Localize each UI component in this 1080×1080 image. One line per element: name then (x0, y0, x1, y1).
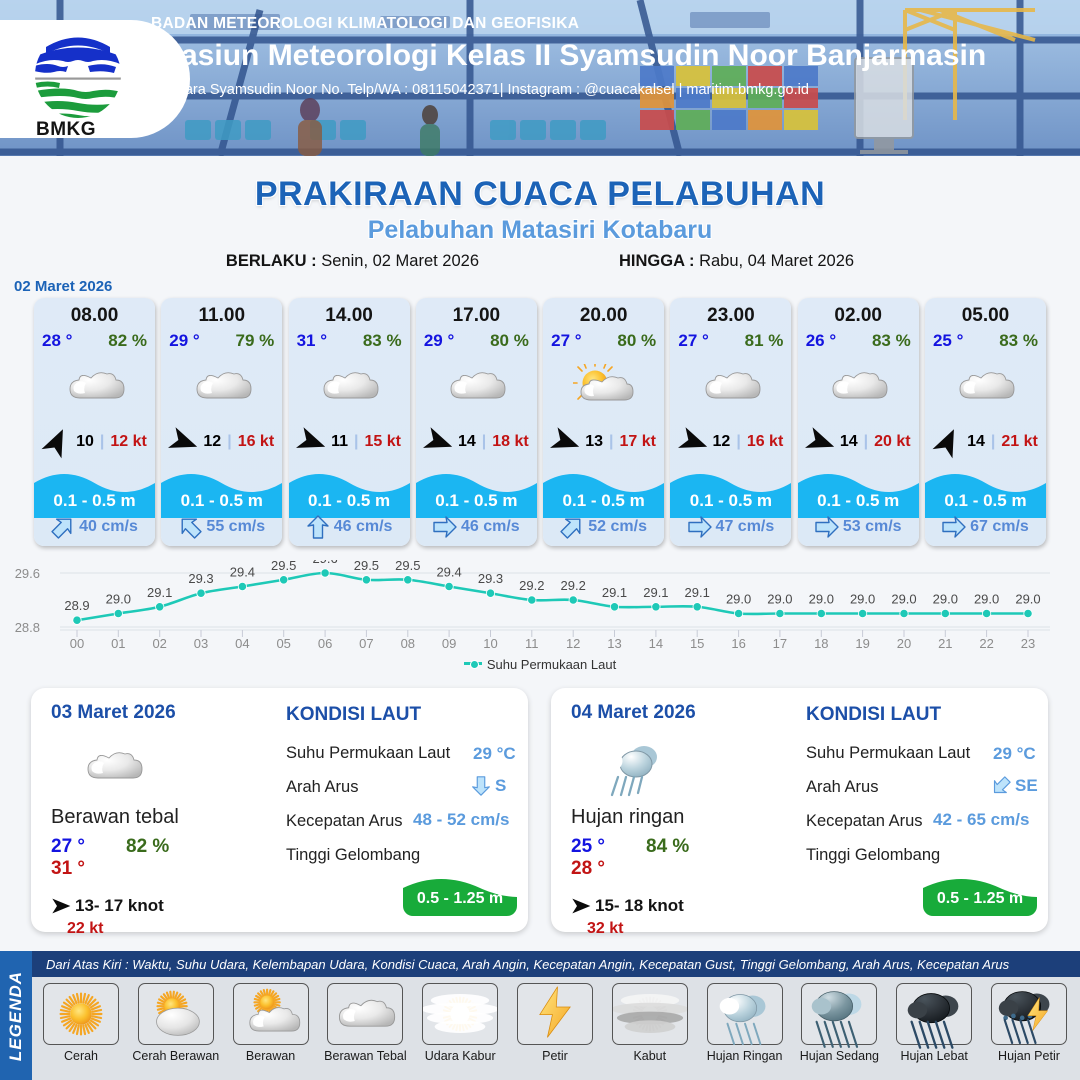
svg-text:29.6: 29.6 (312, 560, 337, 566)
svg-text:29.2: 29.2 (519, 578, 544, 593)
svg-text:04: 04 (235, 636, 249, 651)
svg-text:10: 10 (483, 636, 497, 651)
svg-text:29.0: 29.0 (726, 592, 751, 607)
svg-text:17: 17 (773, 636, 787, 651)
svg-text:29.5: 29.5 (354, 560, 379, 573)
svg-text:29.0: 29.0 (974, 592, 999, 607)
svg-text:29.1: 29.1 (147, 585, 172, 600)
svg-text:03: 03 (194, 636, 208, 651)
svg-text:29.5: 29.5 (271, 560, 296, 573)
svg-text:29.2: 29.2 (561, 578, 586, 593)
svg-text:29.1: 29.1 (685, 585, 710, 600)
svg-text:14: 14 (649, 636, 663, 651)
svg-text:08: 08 (401, 636, 415, 651)
svg-text:29.1: 29.1 (602, 585, 627, 600)
svg-text:11: 11 (525, 636, 539, 651)
svg-text:29.0: 29.0 (850, 592, 875, 607)
svg-text:16: 16 (731, 636, 745, 651)
svg-text:23: 23 (1021, 636, 1035, 651)
svg-text:29.0: 29.0 (809, 592, 834, 607)
svg-text:29.3: 29.3 (188, 571, 213, 586)
svg-text:29.4: 29.4 (436, 565, 461, 580)
svg-text:15: 15 (690, 636, 704, 651)
svg-text:29.0: 29.0 (1015, 592, 1040, 607)
svg-text:29.0: 29.0 (891, 592, 916, 607)
svg-text:00: 00 (70, 636, 84, 651)
svg-text:19: 19 (855, 636, 869, 651)
svg-text:21: 21 (938, 636, 952, 651)
svg-text:29.1: 29.1 (643, 585, 668, 600)
svg-text:13: 13 (607, 636, 621, 651)
svg-text:29.0: 29.0 (767, 592, 792, 607)
svg-text:12: 12 (566, 636, 580, 651)
svg-text:20: 20 (897, 636, 911, 651)
svg-text:01: 01 (111, 636, 125, 651)
svg-text:28.9: 28.9 (64, 598, 89, 613)
svg-text:09: 09 (442, 636, 456, 651)
svg-text:07: 07 (359, 636, 373, 651)
svg-text:29.6: 29.6 (15, 566, 40, 581)
svg-text:06: 06 (318, 636, 332, 651)
svg-text:29.0: 29.0 (106, 592, 131, 607)
svg-text:29.0: 29.0 (933, 592, 958, 607)
svg-text:05: 05 (276, 636, 290, 651)
svg-text:29.3: 29.3 (478, 571, 503, 586)
svg-text:28.8: 28.8 (15, 620, 40, 635)
svg-text:02: 02 (152, 636, 166, 651)
svg-text:29.4: 29.4 (230, 565, 255, 580)
svg-text:22: 22 (979, 636, 993, 651)
svg-text:18: 18 (814, 636, 828, 651)
svg-text:29.5: 29.5 (395, 560, 420, 573)
